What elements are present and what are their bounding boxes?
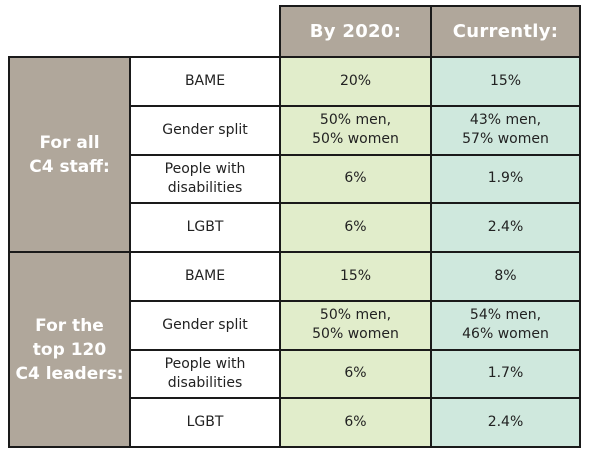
cell-line: 2.4% bbox=[487, 414, 524, 431]
cell-line: BAME bbox=[184, 267, 226, 284]
table-row: For the top 120 C4 leaders: BAME 15% 8% bbox=[8, 251, 581, 448]
current-value-cell: 2.4% bbox=[430, 202, 581, 253]
table-row: People with disabilities 6% 1.9% bbox=[9, 153, 581, 205]
header-target: By 2020: bbox=[279, 5, 432, 58]
current-value-cell: 1.9% bbox=[430, 153, 581, 205]
table-body: By 2020: Currently: For all C4 staff: BAME… bbox=[8, 5, 581, 448]
cell-line: 6% bbox=[344, 414, 367, 431]
table-row: People with disabilities 6% 1.7% bbox=[9, 348, 581, 400]
target-value-cell: 6% bbox=[279, 202, 432, 253]
cell-line: 57% women bbox=[462, 131, 549, 148]
cell-line: 50% women bbox=[312, 131, 399, 148]
current-value-cell: 54% men, 46% women bbox=[430, 299, 581, 351]
target-value-cell: 6% bbox=[279, 348, 432, 400]
cell-line: disabilities bbox=[167, 374, 243, 391]
cell-line: top 120 bbox=[32, 339, 107, 360]
cell-line: C4 leaders: bbox=[15, 363, 124, 384]
header-current: Currently: bbox=[430, 5, 581, 58]
cell-line: Gender split bbox=[162, 316, 248, 333]
target-value-cell: 20% bbox=[279, 56, 432, 107]
empty-corner-cell bbox=[9, 6, 130, 57]
cell-line: BAME bbox=[184, 72, 226, 89]
current-value-cell: 1.7% bbox=[430, 348, 581, 400]
cell-line: 43% men, bbox=[469, 112, 542, 129]
target-value-cell: 6% bbox=[279, 397, 432, 448]
cell-line: 2.4% bbox=[487, 219, 524, 236]
cell-line: C4 staff: bbox=[29, 156, 110, 177]
cell-line: 1.7% bbox=[487, 365, 524, 382]
current-value-cell: 43% men, 57% women bbox=[430, 104, 581, 156]
table-row: LGBT 6% 2.4% bbox=[9, 397, 581, 448]
cell-line: 20% bbox=[339, 72, 372, 89]
current-value-cell: 15% bbox=[430, 56, 581, 107]
target-value-cell: 15% bbox=[279, 251, 432, 302]
target-value-cell: 6% bbox=[279, 153, 432, 205]
cell-line: 15% bbox=[339, 267, 372, 284]
header-row: By 2020: Currently: bbox=[9, 5, 581, 58]
table-row: LGBT 6% 2.4% bbox=[9, 202, 581, 253]
current-value-cell: 8% bbox=[430, 251, 581, 302]
cell-line: 1.9% bbox=[487, 170, 524, 187]
cell-line: 6% bbox=[344, 170, 367, 187]
cell-line: disabilities bbox=[167, 179, 243, 196]
table-row: Gender split 50% men, 50% women 54% men, 46%… bbox=[9, 299, 581, 351]
table-row: For all C4 staff: BAME 20% 15% bbox=[8, 56, 581, 253]
metric-label-cell: People with disabilities bbox=[129, 153, 281, 205]
metric-label-cell: LGBT bbox=[129, 397, 281, 448]
cell-line: For the bbox=[35, 315, 104, 336]
metric-label-cell: BAME bbox=[129, 56, 281, 107]
cell-line: LGBT bbox=[186, 219, 224, 236]
cell-line: Gender split bbox=[162, 121, 248, 138]
target-value-cell: 50% men, 50% women bbox=[279, 104, 432, 156]
current-value-cell: 2.4% bbox=[430, 397, 581, 448]
metric-label-cell: Gender split bbox=[129, 299, 281, 351]
target-value-cell: 50% men, 50% women bbox=[279, 299, 432, 351]
cell-line: 15% bbox=[489, 72, 522, 89]
cell-line: 46% women bbox=[462, 326, 549, 343]
cell-line: 8% bbox=[494, 267, 517, 284]
metric-label-cell: Gender split bbox=[129, 104, 281, 156]
diversity-targets-table: By 2020: Currently: For all C4 staff: BAME… bbox=[8, 5, 581, 448]
cell-line: 50% women bbox=[312, 326, 399, 343]
empty-label-header-cell bbox=[130, 6, 280, 57]
metric-label-cell: LGBT bbox=[129, 202, 281, 253]
cell-line: 6% bbox=[344, 365, 367, 382]
cell-line: People with bbox=[164, 160, 246, 177]
cell-line: LGBT bbox=[186, 414, 224, 431]
cell-line: 50% men, bbox=[319, 307, 392, 324]
cell-line: 50% men, bbox=[319, 112, 392, 129]
metric-label-cell: People with disabilities bbox=[129, 348, 281, 400]
cell-line: People with bbox=[164, 355, 246, 372]
cell-line: For all bbox=[39, 132, 100, 153]
group-title-cell: For all C4 staff: bbox=[8, 56, 131, 253]
metric-label-cell: BAME bbox=[129, 251, 281, 302]
group-title-cell: For the top 120 C4 leaders: bbox=[8, 251, 131, 448]
table-row: Gender split 50% men, 50% women 43% men, 57%… bbox=[9, 104, 581, 156]
cell-line: 54% men, bbox=[469, 307, 542, 324]
cell-line: 6% bbox=[344, 219, 367, 236]
